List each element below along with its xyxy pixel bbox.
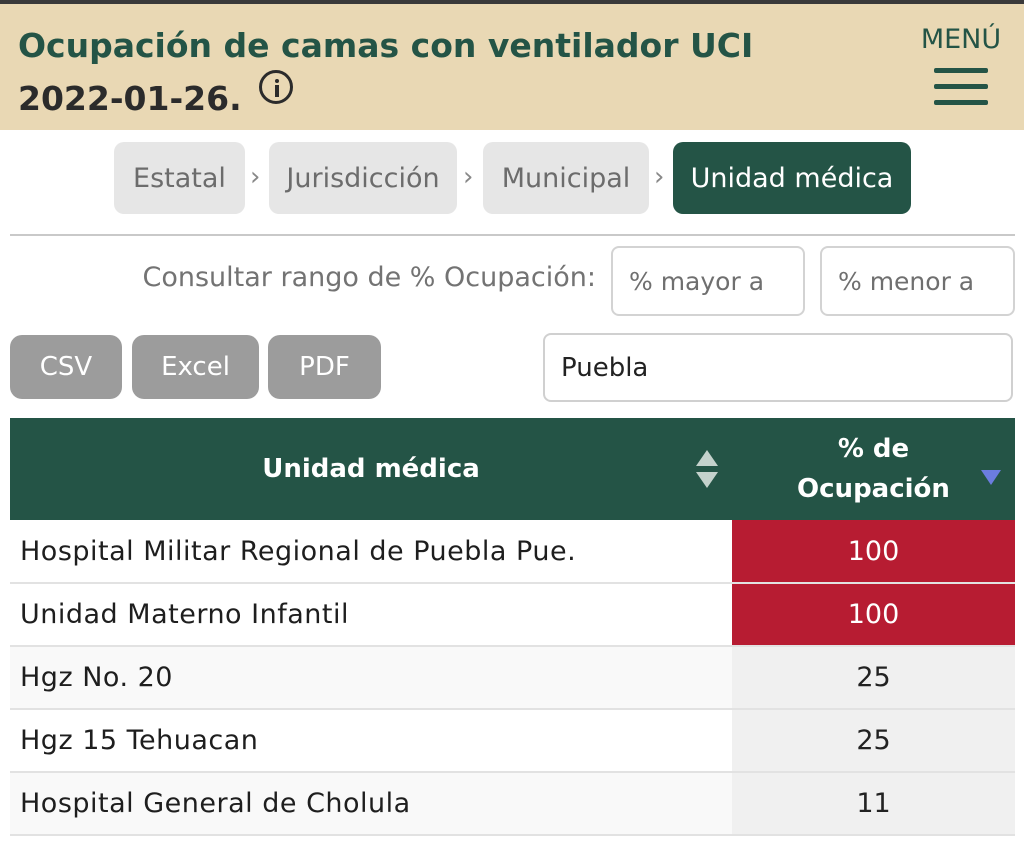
breadcrumb-separator: › bbox=[654, 162, 665, 192]
breadcrumb-separator: › bbox=[250, 162, 261, 192]
unit-name-cell: Hospital General de Cholula bbox=[10, 772, 732, 836]
export-excel-button[interactable]: Excel bbox=[132, 335, 259, 399]
unit-name-cell: Hgz 15 Tehuacan bbox=[10, 709, 732, 773]
search-input[interactable] bbox=[543, 333, 1013, 402]
table-row[interactable]: Hospital Militar Regional de Puebla Pue.… bbox=[10, 520, 1015, 584]
range-filter-label: Consultar rango de % Ocupación: bbox=[142, 262, 596, 293]
column-header-unidad-medica[interactable]: Unidad médica bbox=[10, 418, 732, 520]
top-border bbox=[0, 0, 1024, 4]
breadcrumb-jurisdiccion[interactable]: Jurisdicción bbox=[269, 142, 457, 214]
table-header-row: Unidad médica % de Ocupación bbox=[10, 418, 1015, 520]
column-header-label: % de Ocupación bbox=[797, 434, 950, 504]
unit-name-cell: Hgz No. 20 bbox=[10, 646, 732, 710]
title-text: Ocupación de camas con ventilador UCI bbox=[18, 26, 754, 65]
export-csv-button[interactable]: CSV bbox=[10, 335, 122, 399]
breadcrumb-municipal[interactable]: Municipal bbox=[483, 142, 649, 214]
title-date: 2022-01-26. bbox=[18, 79, 242, 118]
page-header: Ocupación de camas con ventilador UCI 20… bbox=[0, 4, 1024, 130]
info-icon[interactable] bbox=[259, 70, 294, 104]
hamburger-menu-icon bbox=[934, 68, 988, 106]
table-row[interactable]: Unidad Materno Infantil 100 bbox=[10, 583, 1015, 647]
unit-name-cell: Unidad Materno Infantil bbox=[10, 583, 732, 647]
export-pdf-button[interactable]: PDF bbox=[268, 335, 381, 399]
occupancy-table: Unidad médica % de Ocupación Hospital Mi… bbox=[10, 418, 1015, 836]
occupancy-cell: 100 bbox=[732, 583, 1015, 647]
column-header-ocupacion[interactable]: % de Ocupación bbox=[732, 418, 1015, 520]
breadcrumb-estatal[interactable]: Estatal bbox=[114, 142, 245, 214]
occupancy-cell: 25 bbox=[732, 646, 1015, 710]
table-row[interactable]: Hgz 15 Tehuacan 25 bbox=[10, 709, 1015, 773]
breadcrumb: Estatal › Jurisdicción › Municipal › Uni… bbox=[0, 142, 1024, 214]
unit-name-cell: Hospital Militar Regional de Puebla Pue. bbox=[10, 520, 732, 584]
divider bbox=[10, 234, 1015, 236]
page-title: Ocupación de camas con ventilador UCI 20… bbox=[18, 22, 878, 123]
menu-label: MENÚ bbox=[920, 24, 1002, 55]
occupancy-cell: 25 bbox=[732, 709, 1015, 773]
max-percent-input[interactable] bbox=[820, 246, 1015, 316]
min-percent-input[interactable] bbox=[611, 246, 805, 316]
table-row[interactable]: Hgz No. 20 25 bbox=[10, 646, 1015, 710]
breadcrumb-unidad-medica[interactable]: Unidad médica bbox=[673, 142, 911, 214]
breadcrumb-separator: › bbox=[463, 162, 474, 192]
sort-descending-icon bbox=[981, 470, 1001, 485]
menu-button[interactable]: MENÚ bbox=[916, 24, 1006, 106]
table-row[interactable]: Hospital General de Cholula 11 bbox=[10, 772, 1015, 836]
sort-both-icon bbox=[696, 450, 718, 490]
occupancy-cell: 11 bbox=[732, 772, 1015, 836]
column-header-label: Unidad médica bbox=[262, 454, 480, 484]
occupancy-cell: 100 bbox=[732, 520, 1015, 584]
